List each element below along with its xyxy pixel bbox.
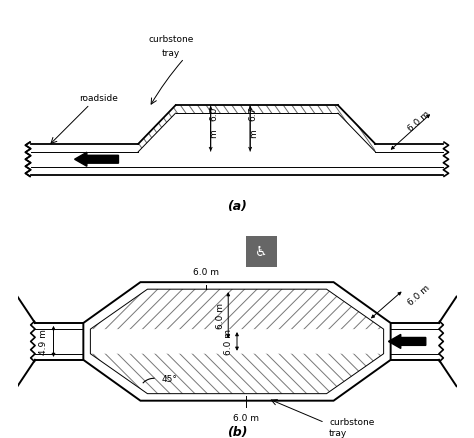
Text: (a): (a) (227, 199, 247, 212)
FancyBboxPatch shape (246, 237, 276, 267)
Text: 6.0 m: 6.0 m (407, 109, 432, 133)
Text: 6.0 m: 6.0 m (193, 267, 219, 276)
Text: 6.0 m: 6.0 m (406, 283, 431, 306)
Text: (b): (b) (227, 425, 247, 438)
FancyArrow shape (389, 335, 426, 349)
Text: 6.0 m: 6.0 m (216, 303, 225, 328)
Text: tray: tray (162, 49, 180, 58)
Text: 4.9 m: 4.9 m (39, 329, 48, 354)
Text: 6.0: 6.0 (209, 107, 218, 121)
Text: roadside: roadside (79, 94, 118, 103)
Text: curbstone: curbstone (148, 35, 194, 44)
Text: 45°: 45° (162, 374, 177, 383)
Text: ♿: ♿ (255, 245, 267, 259)
Polygon shape (138, 106, 375, 152)
Text: 6.7: 6.7 (249, 107, 258, 121)
FancyArrow shape (74, 153, 118, 167)
Text: 6.0 m: 6.0 m (233, 413, 259, 422)
Text: curbstone
tray: curbstone tray (329, 417, 374, 437)
Polygon shape (83, 283, 391, 401)
Text: m: m (249, 129, 258, 138)
Text: 6.0 m: 6.0 m (224, 328, 233, 355)
Text: m: m (209, 129, 218, 138)
